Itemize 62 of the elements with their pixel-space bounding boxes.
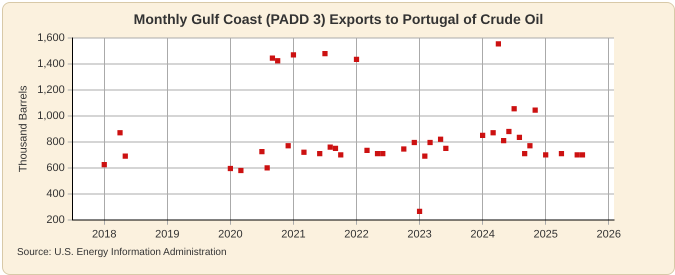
x-tick-label: 2024 [470, 228, 495, 240]
point [512, 106, 517, 112]
point [438, 136, 444, 142]
point [270, 56, 276, 61]
point [496, 41, 502, 46]
point [506, 128, 512, 134]
point [490, 130, 496, 136]
x-tick-label: 2022 [344, 228, 369, 240]
point [516, 134, 522, 140]
point [416, 208, 422, 214]
point [317, 150, 322, 156]
point [480, 132, 486, 138]
point [401, 146, 406, 152]
y-tick-label: 800 [46, 136, 65, 148]
point [259, 149, 265, 154]
point [322, 50, 328, 56]
point [328, 144, 333, 150]
point [412, 140, 417, 146]
x-tick-label: 2019 [155, 228, 180, 240]
point [275, 58, 280, 64]
point [501, 138, 506, 144]
point [532, 107, 538, 113]
x-tick-label: 2021 [281, 228, 306, 240]
point [543, 152, 548, 158]
point [228, 166, 233, 172]
point [522, 150, 528, 156]
point [122, 154, 128, 159]
point [527, 143, 533, 148]
y-axis-title: Thousand Barrels [18, 84, 30, 172]
point [301, 150, 307, 155]
y-tick-label: 1,000 [37, 110, 65, 122]
y-tick-label: 200 [46, 214, 65, 226]
point [117, 130, 123, 136]
point [102, 162, 107, 168]
point [427, 140, 433, 146]
point [558, 150, 564, 156]
y-tick-label: 1,600 [37, 32, 65, 44]
point [574, 152, 580, 158]
y-tick-label: 600 [46, 162, 65, 174]
x-tick-label: 2023 [407, 228, 432, 240]
x-tick-label: 2018 [92, 228, 116, 240]
chart-title: Monthly Gulf Coast (PADD 3) Exports to Portugal of Crude Oil [132, 11, 544, 27]
y-tick-label: 1,200 [37, 84, 65, 96]
x-tick-label: 2026 [596, 228, 621, 240]
x-tick-label: 2020 [218, 228, 243, 240]
y-tick-label: 400 [46, 188, 65, 200]
point [332, 146, 338, 151]
x-tick-label: 2025 [533, 228, 558, 240]
point [338, 152, 344, 158]
point [364, 148, 370, 153]
source-note: Source: U.S. Energy Information Administration [17, 247, 227, 258]
point [264, 165, 270, 170]
point [380, 150, 386, 156]
point [374, 150, 380, 156]
point [580, 152, 586, 158]
point [238, 168, 244, 174]
point [422, 154, 428, 159]
y-tick-label: 1,400 [37, 58, 65, 70]
point [286, 143, 291, 148]
point [443, 146, 448, 151]
point [354, 56, 360, 62]
point [290, 52, 296, 58]
